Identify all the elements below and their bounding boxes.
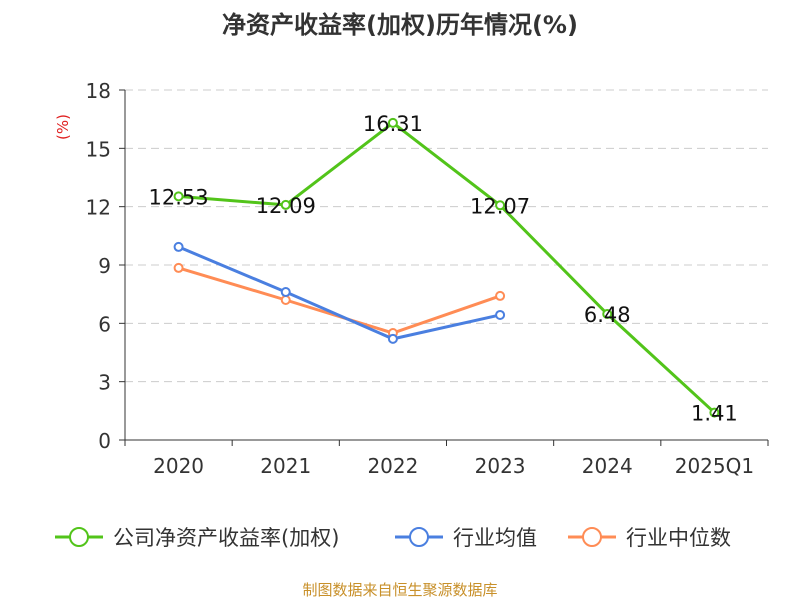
legend-marker-icon <box>409 527 429 547</box>
data-label: 16.31 <box>363 112 423 136</box>
y-tick-label: 3 <box>98 371 111 395</box>
data-point <box>173 241 184 252</box>
x-tick-label: 2022 <box>367 454 418 478</box>
data-label: 1.41 <box>691 402 738 426</box>
data-point <box>495 309 506 320</box>
data-point <box>280 287 291 298</box>
x-tick-label: 2021 <box>260 454 311 478</box>
legend-marker-icon <box>69 527 89 547</box>
y-tick-label: 0 <box>98 429 111 453</box>
footer-source: 制图数据来自恒生聚源数据库 <box>302 581 497 599</box>
data-point <box>709 407 720 418</box>
legend-label: 公司净资产收益率(加权) <box>113 526 339 550</box>
data-point <box>280 295 291 305</box>
y-tick-label: 6 <box>98 312 111 336</box>
data-label: 12.09 <box>256 194 316 218</box>
x-tick-label: 2024 <box>582 454 633 478</box>
data-point <box>173 262 184 273</box>
data-point <box>280 199 291 210</box>
y-axis-label: (%) <box>54 114 72 140</box>
data-point <box>173 191 184 202</box>
legend-label: 行业均值 <box>453 526 537 550</box>
data-point <box>602 309 613 319</box>
data-point <box>387 333 398 344</box>
y-tick-label: 18 <box>86 79 111 103</box>
x-tick-label: 2020 <box>153 454 204 478</box>
x-tick-label: 2025Q1 <box>675 454 754 478</box>
x-tick-label: 2023 <box>475 454 526 478</box>
series-line <box>178 245 501 341</box>
y-tick-label: 12 <box>86 196 111 220</box>
legend-marker-icon <box>582 527 602 547</box>
y-tick-label: 15 <box>86 137 111 161</box>
data-point <box>387 117 398 128</box>
data-point <box>495 200 506 211</box>
legend-label: 行业中位数 <box>626 526 731 550</box>
series-line <box>178 120 716 414</box>
data-label: 12.07 <box>470 194 530 218</box>
data-label: 6.48 <box>584 303 631 327</box>
y-tick-label: 9 <box>98 254 111 278</box>
data-label: 12.53 <box>149 185 209 209</box>
data-point <box>495 290 506 301</box>
chart-title: 净资产收益率(加权)历年情况(%) <box>222 11 578 39</box>
